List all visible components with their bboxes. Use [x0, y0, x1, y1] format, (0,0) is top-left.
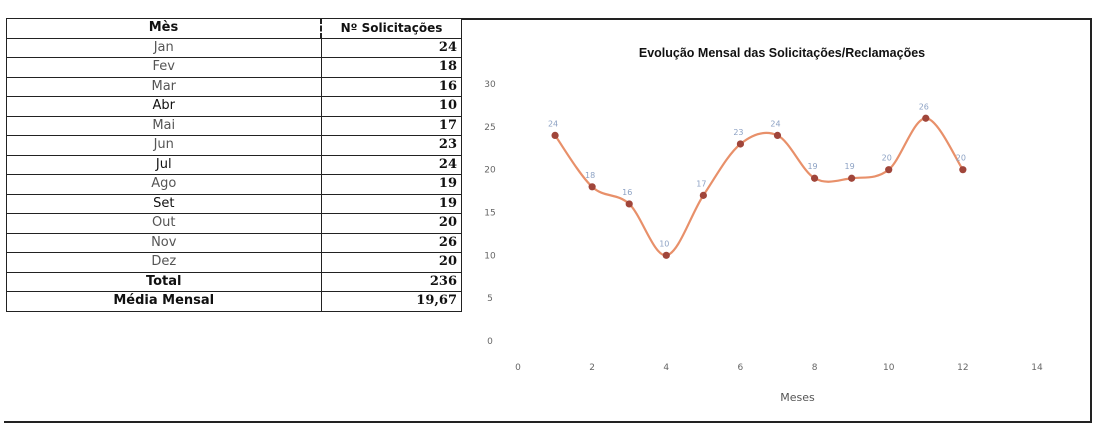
data-label: 23	[733, 128, 743, 137]
count-cell: 19	[320, 174, 462, 195]
month-cell: Dez	[6, 252, 322, 273]
average-value: 19,67	[320, 291, 462, 312]
table-row: Mar 16	[6, 76, 462, 97]
y-tick-label: 25	[484, 123, 495, 133]
data-label: 19	[807, 162, 817, 171]
requests-table-wrap: Mès Nº Solicitações Jan 24 Fev 18 Mar 16	[6, 18, 462, 312]
table-row: Jan 24	[6, 37, 462, 58]
count-cell: 10	[320, 96, 462, 117]
y-tick-label: 20	[484, 166, 496, 176]
table-row: Abr 10	[6, 96, 462, 117]
data-point	[699, 191, 707, 199]
table-row: Ago 19	[6, 174, 462, 195]
y-tick-labels: 0 5 10 15 20 25 30	[484, 80, 496, 347]
top-border	[462, 18, 1092, 20]
data-point	[736, 140, 745, 148]
y-tick-label: 10	[484, 251, 496, 261]
average-label: Média Mensal	[6, 291, 322, 312]
month-cell: Set	[6, 193, 322, 214]
total-row: Total 236	[6, 271, 462, 292]
table-row: Dez 20	[6, 252, 462, 273]
data-label: 24	[770, 119, 780, 128]
y-tick-label: 30	[484, 80, 496, 90]
month-cell: Jan	[6, 37, 322, 58]
x-axis-label: Meses	[780, 391, 815, 404]
x-tick-label: 10	[883, 363, 895, 373]
data-label: 10	[659, 239, 669, 248]
data-label: 20	[956, 154, 966, 163]
count-cell: 24	[320, 154, 462, 175]
month-cell: Jun	[6, 135, 322, 156]
data-points	[551, 114, 967, 259]
data-label: 18	[585, 171, 595, 180]
count-cell: 18	[320, 57, 462, 78]
data-label: 26	[919, 102, 929, 111]
month-cell: Nov	[6, 232, 322, 253]
y-tick-label: 15	[484, 209, 495, 219]
month-cell: Abr	[6, 96, 322, 117]
data-point	[588, 183, 596, 191]
x-tick-label: 0	[515, 363, 521, 373]
header-count: Nº Solicitações	[320, 18, 462, 39]
table-row: Set 19	[6, 193, 462, 214]
count-cell: 19	[320, 193, 462, 214]
data-label: 17	[696, 179, 706, 188]
data-label: 20	[882, 154, 892, 163]
chart-title: Evolução Mensal das Solicitações/Reclama…	[638, 46, 926, 60]
y-tick-label: 5	[487, 294, 493, 304]
data-point	[625, 200, 633, 208]
right-border	[1090, 18, 1092, 423]
data-point	[885, 166, 893, 174]
data-point	[551, 131, 559, 139]
x-tick-label: 12	[957, 363, 968, 373]
bottom-border	[4, 421, 1092, 423]
month-cell: Mai	[6, 115, 322, 136]
month-cell: Mar	[6, 76, 322, 97]
total-label: Total	[6, 271, 322, 292]
x-tick-label: 2	[589, 363, 595, 373]
series-line	[554, 117, 964, 257]
chart-area: Evolução Mensal das Solicitações/Reclama…	[462, 20, 1090, 420]
month-cell: Out	[6, 213, 322, 234]
data-label: 19	[845, 162, 855, 171]
data-labels: 24 18 16 10 17 23 24 19 19 20 26 20	[548, 102, 966, 248]
month-cell: Ago	[6, 174, 322, 195]
average-row: Média Mensal 19,67	[6, 291, 462, 312]
y-tick-label: 0	[487, 337, 493, 347]
table-row: Jun 23	[6, 135, 462, 156]
data-label: 24	[548, 119, 558, 128]
x-tick-label: 6	[738, 363, 744, 373]
count-cell: 23	[320, 135, 462, 156]
month-cell: Fev	[6, 57, 322, 78]
total-value: 236	[320, 271, 462, 292]
x-tick-label: 8	[812, 363, 818, 373]
requests-table: Mès Nº Solicitações Jan 24 Fev 18 Mar 16	[6, 18, 462, 312]
x-tick-label: 14	[1031, 363, 1043, 373]
count-cell: 20	[320, 213, 462, 234]
data-label: 16	[622, 188, 632, 197]
header-month: Mès	[6, 18, 322, 39]
count-cell: 26	[320, 232, 462, 253]
data-point	[922, 114, 930, 122]
data-point	[773, 131, 782, 139]
data-point	[662, 251, 670, 259]
count-cell: 16	[320, 76, 462, 97]
data-point	[810, 174, 819, 182]
x-tick-label: 4	[663, 363, 669, 373]
count-cell: 24	[320, 37, 462, 58]
data-point	[959, 166, 967, 174]
table-row: Mai 17	[6, 115, 462, 136]
table-row: Out 20	[6, 213, 462, 234]
count-cell: 20	[320, 252, 462, 273]
count-cell: 17	[320, 115, 462, 136]
month-cell: Jul	[6, 154, 322, 175]
table-row: Fev 18	[6, 57, 462, 78]
table-header-row: Mès Nº Solicitações	[6, 18, 462, 39]
table-row: Jul 24	[6, 154, 462, 175]
x-tick-labels: 0 2 4 6 8 10 12 14	[515, 363, 1043, 373]
data-point	[848, 174, 856, 182]
table-row: Nov 26	[6, 232, 462, 253]
